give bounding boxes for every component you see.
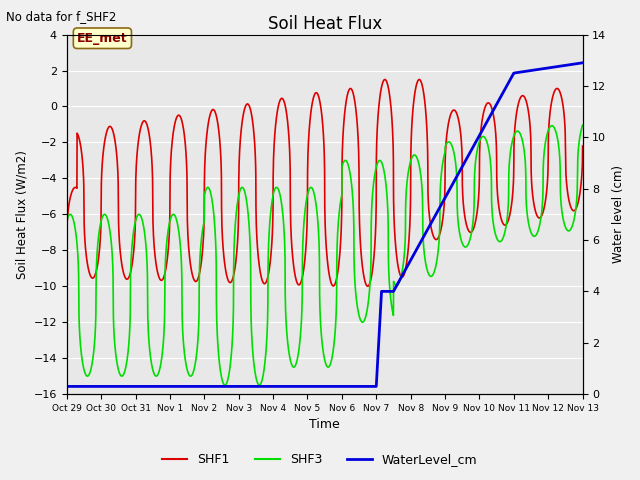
SHF3 bbox=[284, 334, 291, 339]
SHF3 bbox=[261, 361, 269, 367]
Line: SHF3: SHF3 bbox=[67, 125, 582, 385]
WaterLevel_cm bbox=[63, 384, 70, 389]
Y-axis label: Water level (cm): Water level (cm) bbox=[612, 165, 625, 264]
Text: EE_met: EE_met bbox=[77, 32, 128, 45]
Line: SHF1: SHF1 bbox=[67, 80, 582, 286]
WaterLevel_cm bbox=[568, 61, 576, 67]
Title: Soil Heat Flux: Soil Heat Flux bbox=[268, 15, 382, 33]
WaterLevel_cm bbox=[513, 70, 521, 75]
WaterLevel_cm bbox=[579, 60, 586, 66]
SHF1 bbox=[63, 239, 70, 244]
SHF1 bbox=[364, 283, 371, 289]
SHF1 bbox=[283, 113, 291, 119]
SHF3 bbox=[221, 382, 229, 388]
SHF1 bbox=[579, 143, 586, 149]
SHF3 bbox=[569, 222, 577, 228]
WaterLevel_cm bbox=[283, 384, 291, 389]
Y-axis label: Soil Heat Flux (W/m2): Soil Heat Flux (W/m2) bbox=[15, 150, 28, 279]
Line: WaterLevel_cm: WaterLevel_cm bbox=[67, 63, 582, 386]
WaterLevel_cm bbox=[152, 384, 160, 389]
SHF3 bbox=[513, 128, 521, 134]
SHF1 bbox=[513, 106, 521, 112]
SHF3 bbox=[579, 122, 586, 128]
SHF1 bbox=[152, 262, 160, 268]
Text: No data for f_SHF2: No data for f_SHF2 bbox=[6, 10, 116, 23]
Legend: SHF1, SHF3, WaterLevel_cm: SHF1, SHF3, WaterLevel_cm bbox=[157, 448, 483, 471]
X-axis label: Time: Time bbox=[309, 419, 340, 432]
SHF3 bbox=[122, 365, 129, 371]
SHF1 bbox=[415, 77, 423, 83]
SHF3 bbox=[152, 373, 160, 379]
SHF3 bbox=[63, 218, 70, 224]
WaterLevel_cm bbox=[122, 384, 129, 389]
SHF1 bbox=[260, 281, 268, 287]
SHF1 bbox=[122, 276, 129, 281]
SHF1 bbox=[569, 207, 577, 213]
WaterLevel_cm bbox=[260, 384, 268, 389]
